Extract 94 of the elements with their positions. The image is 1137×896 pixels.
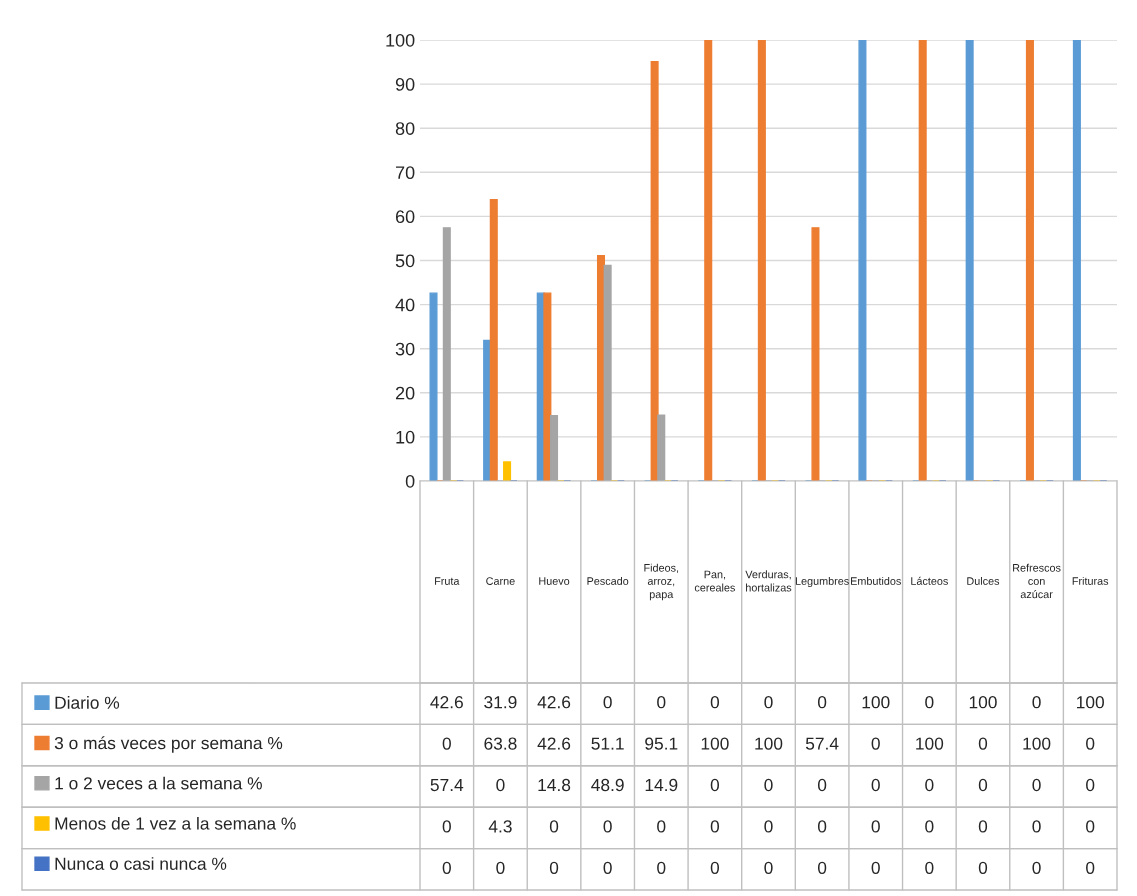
data-label: 0: [871, 778, 880, 792]
data-label: 0: [764, 861, 773, 874]
data-label: 0: [1032, 696, 1041, 709]
data-label: 0: [925, 696, 934, 709]
data-label: 42.6: [430, 696, 463, 709]
data-label: 0: [442, 820, 451, 833]
x-tick-label: Embutidos: [851, 576, 901, 585]
data-label: 0: [817, 820, 827, 833]
data-label: 0: [978, 737, 988, 750]
data-label: 14.8: [538, 778, 571, 792]
data-label: 0: [817, 861, 827, 874]
y-tick-label: 50: [395, 254, 415, 268]
data-label: 0: [1032, 861, 1041, 874]
legend-label: Diario %: [55, 696, 120, 709]
data-label: 0: [1086, 820, 1095, 833]
x-tick-label: Pan, cereales: [694, 570, 735, 592]
data-label: 31.9: [484, 696, 517, 709]
data-label: 100: [755, 737, 783, 750]
data-label: 0: [925, 820, 934, 833]
x-tick-label: Frituras: [1072, 576, 1109, 585]
data-label: 0: [657, 820, 666, 833]
data-label: 0: [710, 778, 720, 792]
y-tick-label: 20: [395, 386, 415, 400]
data-label: 0: [1032, 820, 1041, 833]
data-label: 14.9: [645, 778, 678, 792]
data-label: 0: [496, 861, 505, 874]
data-label: 0: [603, 861, 612, 874]
data-label: 100: [969, 696, 997, 709]
x-tick-label: Pescado: [587, 576, 629, 585]
x-tick-label: Carne: [486, 577, 515, 585]
data-label: 0: [978, 861, 988, 874]
data-label: 63.8: [484, 737, 517, 750]
data-label: 0: [442, 737, 451, 750]
data-label: 95.1: [645, 737, 678, 750]
data-label: 100: [1023, 737, 1051, 750]
data-label: 0: [871, 861, 880, 874]
data-label: 0: [1086, 737, 1095, 750]
data-label: 0: [925, 778, 934, 792]
y-tick-label: 70: [395, 166, 415, 180]
data-label: 42.6: [537, 737, 571, 750]
x-tick-label: Lácteos: [911, 576, 948, 585]
x-tick-label: Refrescos con azúcar: [1013, 563, 1061, 599]
y-tick-label: 80: [395, 122, 415, 135]
data-label: 0: [817, 696, 827, 709]
data-label: 0: [603, 696, 612, 709]
data-label: 0: [871, 820, 880, 833]
data-label: 0: [1032, 778, 1041, 792]
data-label: 0: [764, 696, 773, 709]
data-label: 0: [1086, 778, 1095, 792]
data-label: 57.4: [430, 779, 464, 792]
data-label: 0: [657, 696, 666, 709]
x-tick-label: Fruta: [435, 577, 460, 585]
x-tick-label: Huevo: [539, 577, 570, 585]
data-label: 0: [764, 820, 773, 833]
x-tick-label: Verduras, hortalizas: [745, 570, 792, 592]
y-tick-label: 100: [386, 33, 415, 47]
x-tick-label: Fideos, arroz, papa: [644, 563, 679, 601]
legend-label: Nunca o casi nunca %: [55, 857, 227, 870]
legend-label: 1 o 2 veces a la semana %: [55, 776, 262, 790]
y-tick-label: 40: [395, 298, 415, 312]
data-label: 0: [442, 861, 451, 874]
data-label: 0: [817, 778, 827, 792]
y-tick-label: 0: [405, 474, 415, 488]
y-tick-label: 10: [396, 430, 415, 444]
x-tick-label: Legumbres: [795, 576, 849, 588]
data-label: 0: [710, 861, 720, 874]
y-tick-label: 30: [395, 342, 415, 356]
data-label: 42.6: [537, 696, 571, 709]
data-label: 100: [916, 737, 944, 750]
legend-label: 3 o más veces por semana %: [54, 736, 283, 753]
data-label: 0: [1086, 861, 1095, 874]
data-label: 0: [978, 820, 988, 833]
data-label: 57.4: [805, 737, 839, 750]
y-tick-label: 90: [395, 78, 415, 91]
data-label: 0: [710, 820, 720, 833]
y-tick-label: 60: [395, 210, 415, 224]
data-label: 48.9: [591, 778, 624, 792]
data-label: 0: [978, 778, 988, 792]
data-label: 0: [871, 737, 880, 750]
data-label: 0: [549, 820, 559, 833]
data-label: 0: [710, 696, 720, 709]
legend-label: Menos de 1 vez a la semana %: [55, 816, 296, 830]
data-label: 0: [549, 861, 559, 874]
data-label: 0: [925, 861, 934, 874]
data-label: 51.1: [591, 737, 624, 750]
data-label: 100: [1077, 696, 1104, 709]
data-label: 0: [657, 861, 666, 874]
data-label: 0: [764, 778, 773, 792]
data-label: 100: [701, 737, 729, 750]
data-label: 0: [603, 820, 612, 833]
x-tick-label: Dulces: [967, 576, 1000, 585]
data-label: 4.3: [488, 820, 512, 833]
data-label: 100: [862, 696, 890, 709]
data-label: 0: [496, 778, 505, 792]
